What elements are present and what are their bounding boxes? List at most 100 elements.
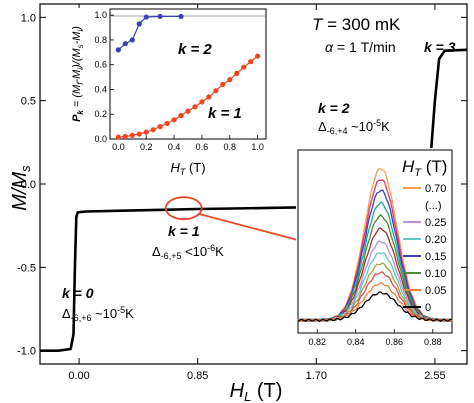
pk-data-point — [255, 53, 261, 59]
highlight-circle — [164, 196, 203, 221]
peaks-legend-label: 0 — [425, 302, 431, 314]
main-x-tick-label: 2.55 — [424, 370, 445, 382]
main-axis-tick-labels: 0.00 0.85 1.70 2.55-1.0-0.50.00.51.0 — [17, 12, 446, 382]
main-y-tick-label: -0.5 — [17, 262, 36, 274]
pk-series-k1 — [115, 53, 261, 140]
inset-pk-k1-label: k = 1 — [208, 105, 242, 122]
inset-peaks-legend: 0.70 (...) 0.25 0.20 0.15 0.10 0.05 0 — [403, 183, 446, 314]
k2-delta-value: ~10 — [347, 119, 373, 134]
main-x-label-text: H — [230, 380, 245, 402]
peaks-legend-entry: 0.25 — [403, 217, 446, 229]
pk-ylabel-a: = (M — [71, 84, 83, 110]
peaks-legend-label: 0.25 — [425, 217, 446, 229]
main-y-tick-label: -1.0 — [17, 346, 36, 358]
peaks-x-tick-label: 0.82 — [308, 337, 326, 347]
inset-pk-x-axis-label: HT (T) — [170, 160, 205, 177]
pk-data-point — [213, 88, 219, 94]
pk-data-point — [227, 76, 233, 83]
pk-data-point — [143, 129, 149, 135]
pk-x-tick-label: 1.0 — [251, 142, 264, 152]
k0-delta-exp: -5 — [117, 305, 125, 315]
temperature-symbol: T — [312, 15, 324, 34]
pk-x-tick-label: 0.4 — [168, 142, 181, 152]
main-y-axis-label: M/Ms — [9, 165, 33, 211]
pk-data-point — [178, 13, 184, 20]
pk-data-point — [122, 41, 128, 47]
peaks-legend-title-unit: (T) — [421, 157, 447, 176]
inset-pk-background — [66, 8, 268, 158]
pk-y-tick-label: 0.2 — [94, 109, 107, 119]
pk-data-point — [150, 127, 156, 133]
k2-delta: Δ-6,+4 ~10-5K — [318, 118, 390, 136]
inset-peaks-tick-labels: 0.82 0.84 0.86 0.88 — [308, 337, 441, 347]
pk-data-point — [115, 134, 121, 140]
k1-delta-sub: -6,+5 — [161, 251, 182, 261]
pk-ylabel-d: -M — [71, 31, 83, 45]
k2-label: k = 2 — [318, 100, 350, 116]
peaks-legend-entry: 0.15 — [403, 251, 446, 263]
pk-data-point — [192, 104, 198, 110]
k0-label: k = 0 — [62, 285, 94, 301]
k2-delta-unit: K — [381, 119, 390, 134]
inset-peaks-frame — [297, 149, 453, 334]
pk-data-point — [241, 64, 247, 70]
pk-x-tick-label: 0.2 — [140, 142, 153, 152]
inset-peaks-ticks — [316, 329, 434, 333]
peaks-legend-entry: 0 — [403, 302, 431, 314]
main-x-axis-label: HL (T) — [230, 380, 283, 403]
k2-delta-sub: -6,+4 — [327, 126, 348, 136]
pk-data-point — [129, 132, 135, 138]
pk-data-point — [136, 21, 142, 27]
pk-data-point — [122, 133, 128, 140]
inset-pk-y-axis-label: Pk = (Mf-Mi)/(Ms-Mi) — [71, 26, 85, 122]
pk-xlabel-text: H — [170, 160, 180, 175]
peaks-legend-entry: 0.10 — [403, 268, 446, 280]
peaks-x-tick-label: 0.86 — [385, 337, 403, 347]
pk-data-point — [234, 70, 240, 76]
pk-ylabel-f: f — [76, 82, 85, 85]
pk-y-tick-label: 0.0 — [94, 134, 107, 144]
pk-data-point — [115, 47, 121, 53]
k0-delta-sub: -6,+6 — [71, 313, 92, 323]
sweep-rate-symbol: α — [325, 39, 334, 55]
pk-y-tick-label: 0.8 — [94, 35, 107, 45]
pk-ylabel-i2: i — [76, 30, 85, 32]
peaks-legend-label: 0.70 — [425, 183, 446, 195]
inset-peaks-legend-title: HT (T) — [402, 157, 447, 179]
pk-x-tick-label: 0.0 — [112, 142, 125, 152]
pk-data-point — [157, 124, 163, 130]
peaks-legend-entry: 0.70 — [403, 183, 446, 195]
pk-series-k2 — [115, 13, 184, 53]
pk-data-point — [220, 81, 226, 88]
pk-xlabel-unit: (T) — [185, 160, 205, 175]
sweep-rate-value: = 1 T/min — [333, 39, 396, 55]
temperature-value: = 300 mK — [322, 15, 401, 34]
main-y-tick-label: 1.0 — [21, 12, 36, 24]
peaks-x-tick-label: 0.88 — [424, 337, 442, 347]
inset-pk-frame — [109, 8, 267, 140]
main-y-tick-label: 0.0 — [21, 179, 36, 191]
k1-label: k = 1 — [168, 223, 200, 239]
peaks-legend-label: (...) — [425, 200, 442, 212]
k2-delta-exp: -5 — [373, 118, 381, 128]
main-x-tick-label: 0.00 — [68, 370, 89, 382]
pk-ylabel-b: -M — [71, 69, 83, 83]
temperature-annotation: T = 300 mK — [312, 15, 401, 34]
k1-delta-unit: K — [215, 244, 224, 259]
k1-delta-exp: -6 — [207, 243, 215, 253]
pk-data-point — [178, 112, 184, 119]
pk-data-point — [185, 108, 191, 114]
inset-pk-plot: 0.0 0.2 0.4 0.6 0.8 1.0 0.0 0.2 0.4 0.6 0.8 1.0 Pk … — [66, 8, 268, 177]
pk-ylabel-i1: i — [76, 68, 85, 70]
main-x-label-sub: L — [244, 389, 251, 403]
pk-data-point — [206, 94, 212, 100]
k0-delta-value: ~10 — [91, 306, 117, 321]
pk-data-point — [143, 14, 149, 20]
pk-ylabel-p: P — [71, 114, 83, 122]
peak-curve — [297, 291, 453, 323]
main-y-label-sub: s — [18, 165, 33, 172]
pk-y-tick-label: 1.0 — [94, 10, 107, 20]
pk-ylabel-s: s — [76, 44, 85, 48]
peaks-legend-entry: 0.20 — [403, 234, 446, 246]
peaks-x-tick-label: 0.84 — [347, 337, 365, 347]
